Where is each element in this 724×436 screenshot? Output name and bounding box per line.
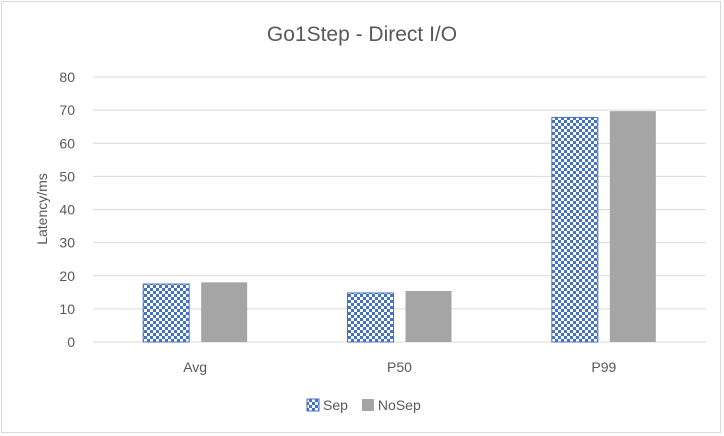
bar-nosep-p99: [609, 111, 656, 343]
x-tick-labels: Avg P50 P99: [183, 359, 616, 375]
legend-swatch-sep: [306, 398, 320, 412]
y-tick-label: 30: [59, 235, 75, 251]
bar-nosep-avg: [201, 282, 248, 342]
x-tick-label: P99: [591, 359, 616, 375]
y-tick-label: 80: [59, 69, 75, 85]
bars: [142, 111, 656, 343]
y-tick-label: 10: [59, 301, 75, 317]
y-tick-label: 0: [67, 334, 75, 350]
gridlines: [93, 76, 706, 343]
bar-nosep-p50: [405, 290, 452, 342]
bar-sep-p50: [347, 292, 394, 343]
y-axis-label: Latency/ms: [34, 173, 50, 245]
y-tick-label: 70: [59, 102, 75, 118]
legend: Sep NoSep: [306, 397, 421, 413]
y-tick-label: 60: [59, 135, 75, 151]
legend-label-sep: Sep: [323, 397, 348, 413]
y-tick-labels: 0 10 20 30 40 50 60 70 80: [59, 69, 75, 350]
bar-sep-p99: [551, 116, 599, 343]
bar-sep-avg: [142, 283, 190, 343]
y-tick-label: 20: [59, 268, 75, 284]
x-tick-label: Avg: [183, 359, 207, 375]
legend-swatch-nosep: [361, 399, 374, 411]
x-tick-label: P50: [387, 359, 412, 375]
y-tick-label: 50: [59, 168, 75, 184]
y-tick-label: 40: [59, 202, 75, 218]
legend-label-nosep: NoSep: [378, 397, 421, 413]
chart-title: Go1Step - Direct I/O: [267, 23, 457, 46]
